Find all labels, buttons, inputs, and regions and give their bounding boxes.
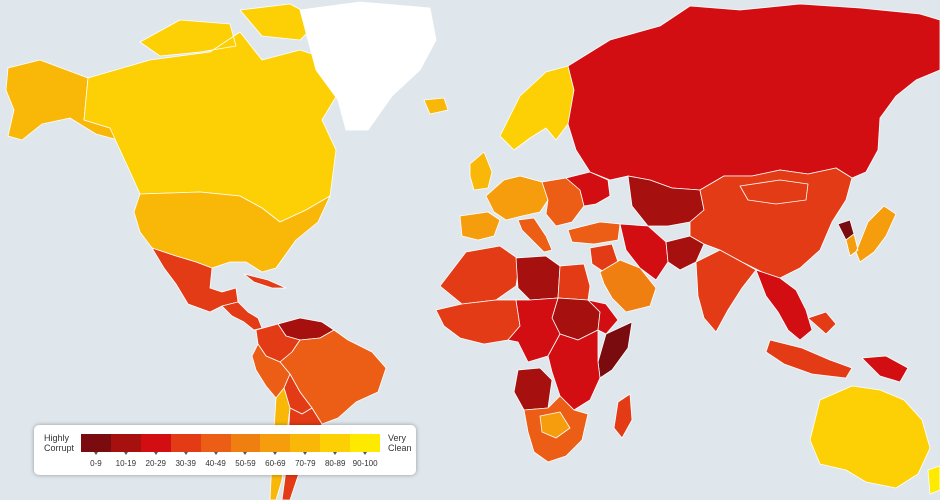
- legend-swatch: [110, 434, 141, 452]
- legend-marker: [243, 452, 248, 455]
- legend-tick-label: 90-100: [352, 459, 378, 468]
- country-mongolia[interactable]: [739, 179, 809, 205]
- legend-tick-label: 80-89: [324, 459, 346, 468]
- legend-tick-label: 10-19: [115, 459, 137, 468]
- legend-swatch: [350, 434, 381, 452]
- country-korea-japan[interactable]: [845, 205, 897, 263]
- country-arabia[interactable]: [599, 259, 657, 313]
- legend-swatch: [81, 434, 111, 452]
- country-uk[interactable]: [469, 151, 493, 191]
- country-mexico[interactable]: [151, 247, 239, 313]
- legend-color-ramp: [81, 434, 381, 452]
- legend-tick-label: 60-69: [265, 459, 286, 468]
- country-madagascar[interactable]: [613, 393, 633, 439]
- country-botswana[interactable]: [539, 411, 571, 439]
- country-east-africa[interactable]: [547, 329, 601, 411]
- country-southeast-asia[interactable]: [755, 269, 813, 341]
- legend-marker: [213, 452, 218, 455]
- country-papua-new-guinea[interactable]: [861, 355, 909, 383]
- country-iran[interactable]: [619, 223, 669, 281]
- country-iberia[interactable]: [459, 211, 501, 241]
- legend-tick-label: 20-29: [145, 459, 166, 468]
- legend-swatch: [200, 434, 231, 452]
- legend-marker: [273, 452, 278, 455]
- country-australia[interactable]: [809, 385, 931, 489]
- country-iceland[interactable]: [423, 97, 449, 115]
- legend-swatch: [260, 434, 291, 452]
- map-legend: Highly Corrupt 0-9 10-19 20-29 30-39 40-49 50…: [34, 425, 416, 475]
- legend-marker: [153, 452, 158, 455]
- country-new-zealand[interactable]: [927, 465, 940, 495]
- legend-low-label: Highly Corrupt: [44, 433, 84, 453]
- country-horn-of-africa[interactable]: [587, 299, 619, 335]
- legend-high-line-1: Very: [388, 433, 407, 443]
- legend-marker: [93, 452, 98, 455]
- legend-high-line-2: Clean: [388, 443, 412, 453]
- legend-low-line-1: Highly: [44, 433, 70, 443]
- legend-marker: [303, 452, 308, 455]
- legend-low-line-2: Corrupt: [44, 443, 75, 453]
- legend-swatch: [290, 434, 321, 452]
- country-italy[interactable]: [517, 217, 553, 253]
- legend-swatch: [320, 434, 351, 452]
- legend-tick-label: 0-9: [90, 459, 102, 468]
- country-turkey[interactable]: [567, 221, 621, 245]
- legend-swatch: [230, 434, 261, 452]
- legend-tick-label: 70-79: [295, 459, 316, 468]
- legend-high-label: Very Clean: [388, 433, 418, 453]
- country-egypt[interactable]: [557, 263, 591, 301]
- country-greenland[interactable]: [299, 1, 437, 131]
- country-china[interactable]: [689, 167, 853, 279]
- legend-swatch: [140, 434, 171, 452]
- country-indonesia[interactable]: [765, 311, 853, 379]
- legend-tick-label: 40-49: [205, 459, 226, 468]
- legend-marker: [363, 452, 368, 455]
- country-western-europe[interactable]: [485, 175, 549, 221]
- legend-tick-label: 30-39: [175, 459, 196, 468]
- legend-marker: [183, 452, 188, 455]
- legend-marker: [333, 452, 338, 455]
- legend-swatch: [170, 434, 201, 452]
- legend-marker: [123, 452, 128, 455]
- legend-tick-labels: 0-9 10-19 20-29 30-39 40-49 50-59 60-69 70-79 80…: [81, 459, 380, 473]
- legend-tick-label: 50-59: [235, 459, 256, 468]
